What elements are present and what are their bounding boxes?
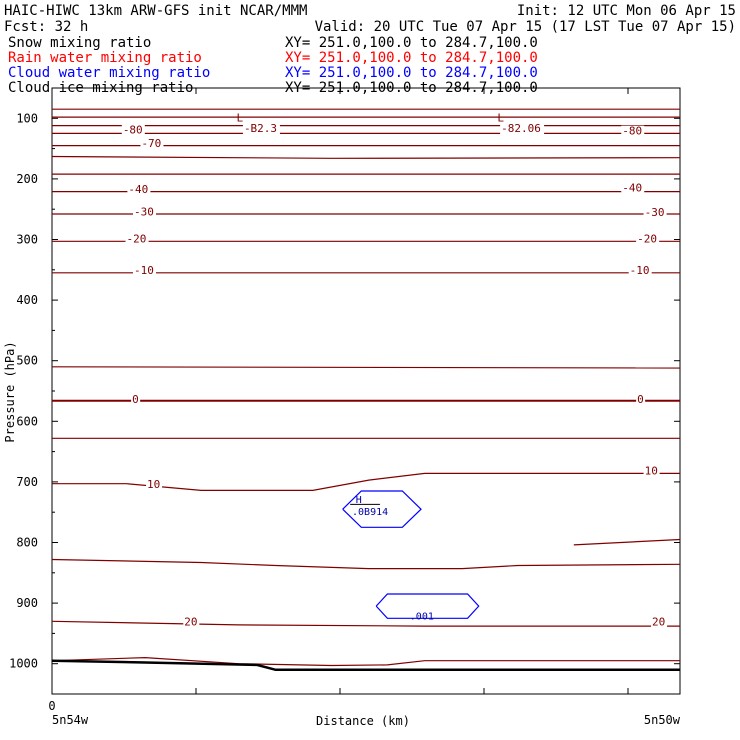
cloud-water-contour — [375, 593, 480, 619]
plot-frame — [51, 87, 681, 695]
y-tick-label: 400 — [16, 293, 38, 307]
header-valid-time: Valid: 20 UTC Tue 07 Apr 15 (17 LST Tue … — [315, 19, 736, 35]
temperature-contour — [52, 472, 680, 491]
temperature-contour — [51, 558, 681, 570]
contour-label: -82.06 — [501, 122, 541, 135]
field-cross-section: XY= 251.0,100.0 to 284.7,100.0 — [285, 50, 538, 66]
cloud-water-label: H — [356, 495, 362, 506]
contour-label-bg — [183, 616, 200, 628]
contour-label-bg — [132, 206, 156, 218]
contour-label: -40 — [128, 183, 148, 196]
contour-label: 0 — [132, 393, 139, 406]
contour-label-bg — [643, 206, 667, 218]
temperature-contour — [51, 366, 681, 369]
contour-label-bg — [125, 233, 149, 245]
cloud-water-label: .001 — [410, 611, 434, 622]
contour-label: -10 — [630, 264, 650, 277]
field-legend: Snow mixing ratio XY= 251.0,100.0 to 284.… — [8, 35, 538, 96]
temperature-contour — [51, 656, 680, 667]
contour-label-bg — [500, 123, 545, 135]
field-name: Cloud water mixing ratio — [8, 65, 210, 81]
y-tick-label: 200 — [16, 172, 38, 186]
low-pressure-mark: L — [497, 111, 504, 124]
contour-label-bg — [131, 394, 141, 406]
x-axis — [51, 88, 629, 694]
field-cross-section: XY= 251.0,100.0 to 284.7,100.0 — [285, 65, 538, 81]
contour-label: 20 — [652, 616, 665, 629]
y-tick-label: 1000 — [9, 657, 38, 671]
contour-label: -30 — [645, 206, 665, 219]
x-right-location: 5n50w — [644, 713, 681, 727]
contour-label: 20 — [184, 616, 197, 629]
contour-label: -20 — [127, 233, 147, 246]
contour-label: -20 — [637, 233, 657, 246]
contour-label-bg — [140, 137, 164, 149]
x-start-label: 0 — [48, 699, 55, 713]
y-tick-label: 300 — [16, 233, 38, 247]
y-tick-label: 600 — [16, 414, 38, 428]
field-name: Rain water mixing ratio — [8, 50, 202, 66]
field-cross-section: XY= 251.0,100.0 to 284.7,100.0 — [285, 35, 538, 51]
header-init-time: Init: 12 UTC Mon 06 Apr 15 — [517, 3, 736, 19]
contour-label-bg — [636, 233, 660, 245]
contour-labels: -80 -B2.3 -82.06 -80-70-40 -40-30 -30-20 -20-1… — [121, 111, 668, 629]
contour-label-bg — [127, 183, 151, 195]
contour-label: 0 — [637, 393, 644, 406]
contour-label-bg — [628, 265, 652, 277]
contour-label-bg — [643, 465, 660, 477]
contour-label-bg — [146, 478, 163, 490]
contour-label-bg — [121, 124, 145, 136]
contour-label: -10 — [134, 264, 154, 277]
contour-label: 10 — [147, 478, 160, 491]
contour-label: -40 — [622, 182, 642, 195]
temperature-contour — [51, 620, 680, 627]
cloud-water-contours: H.0B914 .001 — [342, 490, 480, 622]
field-name: Snow mixing ratio — [8, 35, 151, 51]
contour-label: -80 — [123, 123, 143, 136]
x-axis-label: Distance (km) — [316, 714, 410, 728]
cloud-water-contour — [342, 490, 422, 528]
contour-label: -70 — [141, 137, 161, 150]
contour-label: -80 — [622, 125, 642, 138]
y-tick-label: 500 — [16, 354, 38, 368]
contour-label: 10 — [645, 465, 658, 478]
y-tick-label: 800 — [16, 536, 38, 550]
contour-label: -B2.3 — [244, 122, 277, 135]
contour-label: -30 — [134, 205, 154, 218]
ground-line — [51, 659, 680, 672]
low-pressure-mark: L — [236, 111, 243, 124]
header-title: HAIC-HIWC 13km ARW-GFS init NCAR/MMM — [4, 3, 307, 19]
header-forecast-hour: Fcst: 32 h — [4, 19, 88, 35]
temperature-contour-segment — [573, 538, 681, 546]
y-axis-label: Pressure (hPa) — [3, 341, 17, 442]
contour-label-bg — [132, 265, 156, 277]
contour-label-bg — [651, 616, 668, 628]
x-left-location: 5n54w — [52, 713, 89, 727]
contour-label-bg — [636, 394, 646, 406]
y-tick-label: 100 — [16, 111, 38, 125]
contour-label-bg — [621, 182, 645, 194]
temperature-contour — [51, 155, 681, 159]
cloud-water-label: .0B914 — [352, 507, 388, 518]
temperature-contours — [51, 108, 681, 672]
y-tick-label: 700 — [16, 475, 38, 489]
contour-label-bg — [242, 123, 280, 135]
y-tick-label: 900 — [16, 596, 38, 610]
contour-label-bg — [621, 125, 645, 137]
